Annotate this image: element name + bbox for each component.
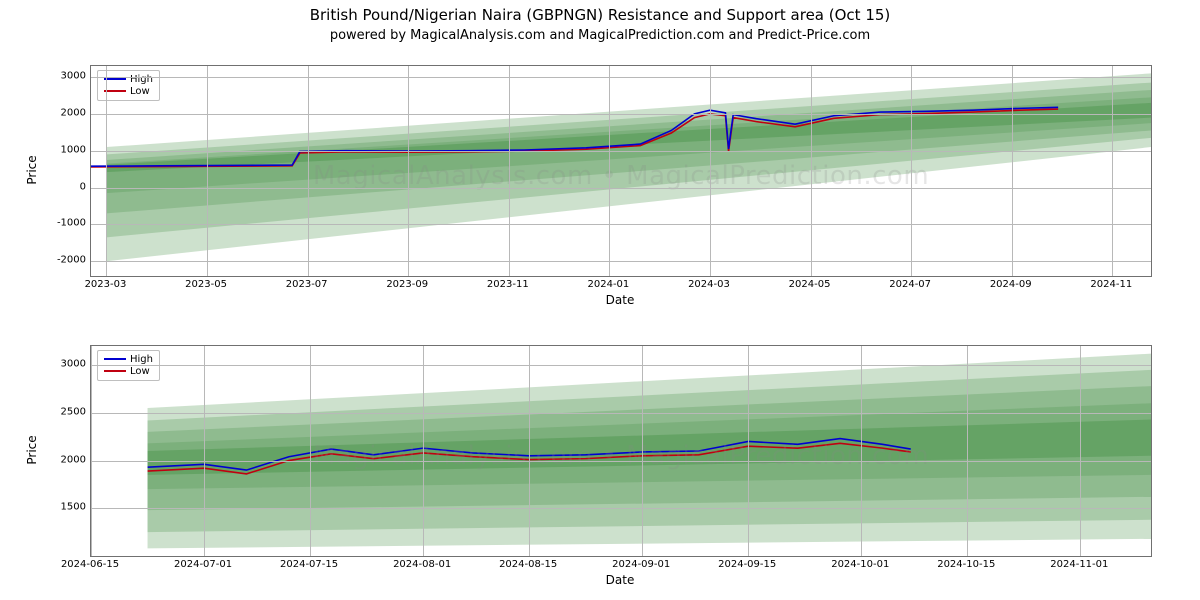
y-tick-label: 0 (42, 181, 86, 192)
legend-item-low: Low (104, 365, 153, 377)
x-tick-label: 2024-09-01 (612, 559, 670, 570)
x-tick-label: 2024-07-15 (280, 559, 338, 570)
y-tick-label: -1000 (42, 218, 86, 229)
x-tick-label: 2023-03 (85, 279, 127, 290)
legend-label-low: Low (130, 366, 150, 377)
x-tick-label: 2024-03 (688, 279, 730, 290)
x-tick-label: 2024-05 (789, 279, 831, 290)
x-tick-label: 2023-09 (386, 279, 428, 290)
x-tick-label: 2023-05 (185, 279, 227, 290)
chart-subtitle: powered by MagicalAnalysis.com and Magic… (0, 28, 1200, 43)
legend-swatch-low (104, 370, 126, 372)
x-tick-label: 2024-09 (990, 279, 1032, 290)
x-axis-label-bottom: Date (606, 573, 635, 587)
x-tick-label: 2024-11 (1090, 279, 1132, 290)
y-tick-label: 3000 (42, 71, 86, 82)
x-tick-label: 2024-01 (587, 279, 629, 290)
x-tick-label: 2024-06-15 (61, 559, 119, 570)
x-tick-label: 2024-08-15 (499, 559, 557, 570)
legend-swatch-high (104, 358, 126, 360)
y-tick-label: 1500 (42, 502, 86, 513)
bottom-chart-svg (91, 346, 1151, 556)
x-tick-label: 2024-10-15 (937, 559, 995, 570)
x-tick-label: 2023-07 (286, 279, 328, 290)
legend-item-high: High (104, 353, 153, 365)
bottom-chart-panel: MagicalAnalysis.com • MagicalPrediction.… (90, 345, 1152, 557)
top-chart-panel: MagicalAnalysis.com • MagicalPrediction.… (90, 65, 1152, 277)
x-axis-label-top: Date (606, 293, 635, 307)
legend-item-low: Low (104, 85, 153, 97)
x-tick-label: 2024-08-01 (393, 559, 451, 570)
x-tick-label: 2023-11 (487, 279, 529, 290)
x-tick-label: 2024-09-15 (718, 559, 776, 570)
legend-label-high: High (130, 354, 153, 365)
y-tick-label: 2000 (42, 107, 86, 118)
y-axis-label-bottom: Price (25, 435, 39, 464)
x-tick-label: 2024-10-01 (831, 559, 889, 570)
y-tick-label: 1000 (42, 144, 86, 155)
page-root: British Pound/Nigerian Naira (GBPNGN) Re… (0, 0, 1200, 600)
x-tick-label: 2024-07-01 (174, 559, 232, 570)
chart-title: British Pound/Nigerian Naira (GBPNGN) Re… (0, 6, 1200, 24)
x-tick-label: 2024-11-01 (1050, 559, 1108, 570)
legend-item-high: High (104, 73, 153, 85)
legend-label-low: Low (130, 86, 150, 97)
x-tick-label: 2024-07 (889, 279, 931, 290)
y-axis-label-top: Price (25, 155, 39, 184)
y-tick-label: -2000 (42, 255, 86, 266)
top-chart-svg (91, 66, 1151, 276)
y-tick-label: 2500 (42, 406, 86, 417)
y-tick-label: 3000 (42, 359, 86, 370)
y-tick-label: 2000 (42, 454, 86, 465)
legend-label-high: High (130, 74, 153, 85)
